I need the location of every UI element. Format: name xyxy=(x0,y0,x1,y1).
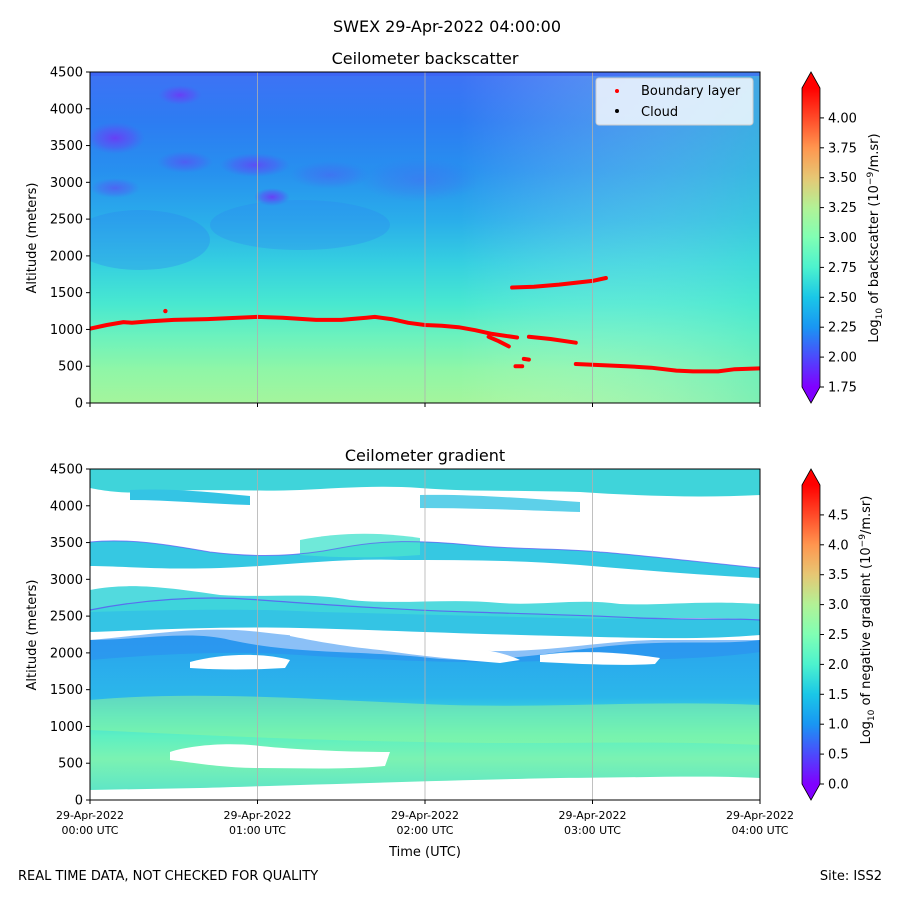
colorbar-tick-label: 3.50 xyxy=(828,171,857,186)
ytick-label: 4000 xyxy=(50,499,83,514)
footer-quality-note: REAL TIME DATA, NOT CHECKED FOR QUALITY xyxy=(18,869,319,884)
ytick-label: 2500 xyxy=(50,610,83,625)
boundary-layer-segment xyxy=(486,334,511,349)
ytick-label: 0 xyxy=(75,794,83,809)
legend-marker-cloud xyxy=(615,109,619,113)
colorbar-tick-label: 4.00 xyxy=(828,111,857,126)
ytick-label: 4500 xyxy=(50,66,83,81)
boundary-layer-segment xyxy=(526,334,578,345)
legend-marker-boundary-layer xyxy=(615,89,619,93)
ytick-label: 1000 xyxy=(50,323,83,338)
legend: Boundary layer Cloud xyxy=(595,77,754,126)
bottom-x-axis: 29-Apr-2022 00:00 UTC 29-Apr-2022 01:00 UTC… xyxy=(56,800,794,837)
legend-label-boundary-layer: Boundary layer xyxy=(641,84,741,99)
bottom-colorbar-ticks: 0.0 0.5 1.0 1.5 2.0 2.5 3.0 3.5 4.0 4.5 xyxy=(820,508,849,793)
xtick-label-date: 29-Apr-2022 xyxy=(726,809,794,822)
ytick-label: 3000 xyxy=(50,176,83,191)
colorbar-tick-label: 1.5 xyxy=(828,688,849,703)
colorbar-tick-label: 3.75 xyxy=(828,141,857,156)
boundary-layer-segment xyxy=(90,314,520,340)
bottom-gridlines xyxy=(257,469,593,800)
series-point xyxy=(163,308,168,314)
colorbar-tick-label: 1.75 xyxy=(828,381,857,396)
xtick-label-time: 03:00 UTC xyxy=(564,824,621,837)
footer-site: Site: ISS2 xyxy=(819,869,882,884)
legend-label-cloud: Cloud xyxy=(641,105,678,120)
top-ylabel: Altitude (meters) xyxy=(25,183,40,294)
xtick-label-time: 00:00 UTC xyxy=(61,824,118,837)
ytick-label: 4000 xyxy=(50,102,83,117)
top-x-ticks xyxy=(89,403,761,407)
ytick-label: 500 xyxy=(58,757,83,772)
colorbar-tick-label: 3.00 xyxy=(828,231,857,246)
xtick-label-date: 29-Apr-2022 xyxy=(223,809,291,822)
colorbar-tick-label: 2.00 xyxy=(828,351,857,366)
ytick-label: 2500 xyxy=(50,213,83,228)
colorbar-tick-label: 2.0 xyxy=(828,658,849,673)
colorbar-tick-label: 4.5 xyxy=(828,508,849,523)
colorbar-tick-label: 2.25 xyxy=(828,321,857,336)
ytick-label: 500 xyxy=(58,360,83,375)
top-colorbar-ticks: 1.75 2.00 2.25 2.50 2.75 3.00 3.25 3.50 3.75 4.00 xyxy=(820,111,857,396)
ytick-label: 2000 xyxy=(50,249,83,264)
xtick-label-time: 01:00 UTC xyxy=(229,824,286,837)
xtick-label-date: 29-Apr-2022 xyxy=(558,809,626,822)
ytick-label: 3500 xyxy=(50,139,83,154)
boundary-layer-series xyxy=(90,276,760,374)
colorbar-tick-label: 3.5 xyxy=(828,568,849,583)
colorbar-tick-label: 3.25 xyxy=(828,201,857,216)
ytick-label: 1000 xyxy=(50,720,83,735)
bottom-ylabel: Altitude (meters) xyxy=(25,580,40,691)
bottom-colorbar-label: Log10 of negative gradient (10−9/m.sr) xyxy=(858,496,877,745)
bottom-chart-title: Ceilometer gradient xyxy=(345,446,505,465)
ytick-label: 3000 xyxy=(50,573,83,588)
xtick-label-time: 04:00 UTC xyxy=(731,824,788,837)
colorbar-tick-label: 1.0 xyxy=(828,718,849,733)
top-colorbar-label: Log10 of backscatter (10−9/m.sr) xyxy=(866,133,885,342)
bottom-colorbar xyxy=(801,468,821,801)
boundary-layer-segment xyxy=(573,362,760,374)
colorbar-tick-label: 0.5 xyxy=(828,748,849,763)
colorbar-tick-label: 2.5 xyxy=(828,628,849,643)
xtick-label-date: 29-Apr-2022 xyxy=(56,809,124,822)
xtick-label-time: 02:00 UTC xyxy=(396,824,453,837)
ytick-label: 2000 xyxy=(50,646,83,661)
colorbar-tick-label: 4.0 xyxy=(828,538,849,553)
xtick-label-date: 29-Apr-2022 xyxy=(391,809,459,822)
colorbar-tick-label: 3.0 xyxy=(828,598,849,613)
colorbar-tick-label: 0.0 xyxy=(828,778,849,793)
boundary-layer-segment xyxy=(521,356,531,362)
xlabel: Time (UTC) xyxy=(388,845,461,860)
bottom-y-axis: 0 500 1000 1500 2000 2500 3000 3500 4000 4500 xyxy=(50,463,90,809)
ytick-label: 0 xyxy=(75,397,83,412)
colorbar-tick-label: 2.75 xyxy=(828,261,857,276)
ytick-label: 1500 xyxy=(50,683,83,698)
top-gridlines xyxy=(257,72,593,403)
top-chart-title: Ceilometer backscatter xyxy=(332,49,519,68)
figure-title: SWEX 29-Apr-2022 04:00:00 xyxy=(333,17,561,36)
top-colorbar xyxy=(801,71,821,404)
ytick-label: 1500 xyxy=(50,286,83,301)
colorbar-tick-label: 2.50 xyxy=(828,291,857,306)
top-y-axis: 0 500 1000 1500 2000 2500 3000 3500 4000 4500 xyxy=(50,66,90,412)
ytick-label: 4500 xyxy=(50,463,83,478)
boundary-layer-segment xyxy=(510,276,608,290)
ytick-label: 3500 xyxy=(50,536,83,551)
